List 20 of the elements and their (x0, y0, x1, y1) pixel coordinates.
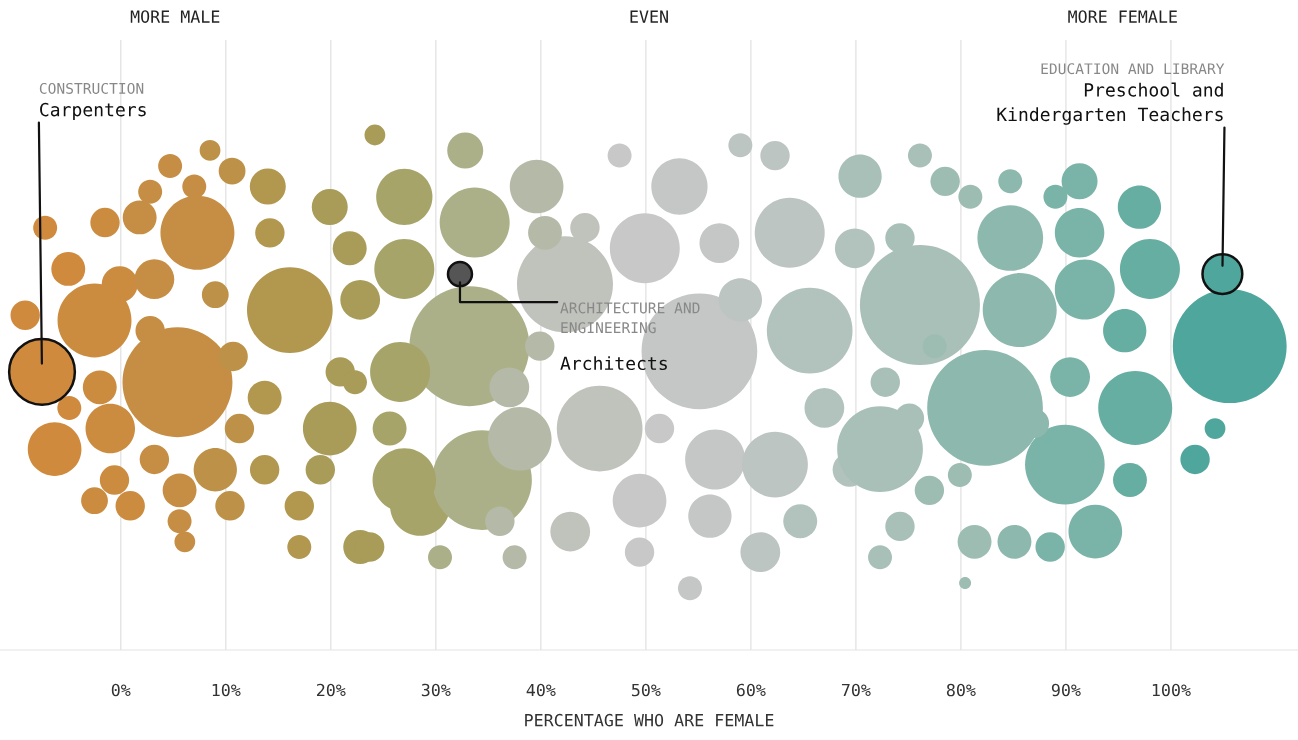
x-tick-label: 50% (631, 683, 661, 697)
text: EVEN (630, 10, 668, 23)
x-tick-label: 30% (421, 683, 451, 697)
x-tick-label: 80% (946, 683, 976, 697)
x-tick-label: 100% (1152, 683, 1191, 697)
x-tick-label: 70% (841, 683, 871, 697)
annotation: Carpenters (40, 102, 146, 120)
x-tick-label: 10% (212, 683, 241, 697)
text: EDUCATION AND LIBRARY (1041, 63, 1225, 75)
annotation: Architects (560, 356, 667, 371)
text: CONSTRUCTION (39, 82, 144, 94)
text: MORE FEMALE (1068, 10, 1177, 23)
x-axis-title: PERCENTAGE WHO ARE FEMALE (525, 713, 774, 727)
text: MORE MALE (130, 10, 220, 23)
annotation: Preschool and Kindergarten Teachers (997, 82, 1223, 125)
x-tick-label: 20% (316, 683, 346, 697)
x-tick-label: 90% (1051, 683, 1081, 697)
x-tick-label: 40% (526, 683, 556, 697)
x-tick-label: 0% (111, 683, 131, 697)
x-tick-label: 60% (736, 683, 766, 697)
